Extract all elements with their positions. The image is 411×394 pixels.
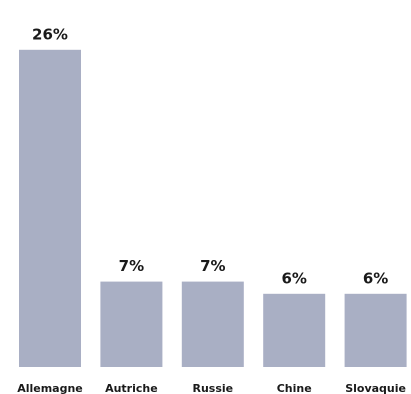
x-tick-label: Allemagne bbox=[17, 382, 83, 394]
bar bbox=[19, 49, 81, 368]
bar bbox=[100, 281, 163, 367]
bar bbox=[263, 293, 326, 367]
value-label: 6% bbox=[281, 269, 306, 287]
value-label: 26% bbox=[32, 25, 68, 43]
x-tick-label: Autriche bbox=[105, 382, 158, 394]
value-label: 7% bbox=[200, 257, 225, 275]
value-label: 7% bbox=[119, 257, 144, 275]
x-tick-label: Slovaquie bbox=[345, 382, 406, 394]
bar bbox=[344, 293, 407, 367]
bar bbox=[181, 281, 244, 367]
value-label: 6% bbox=[363, 269, 388, 287]
x-tick-label: Chine bbox=[277, 382, 312, 394]
x-tick-label: Russie bbox=[192, 382, 233, 394]
